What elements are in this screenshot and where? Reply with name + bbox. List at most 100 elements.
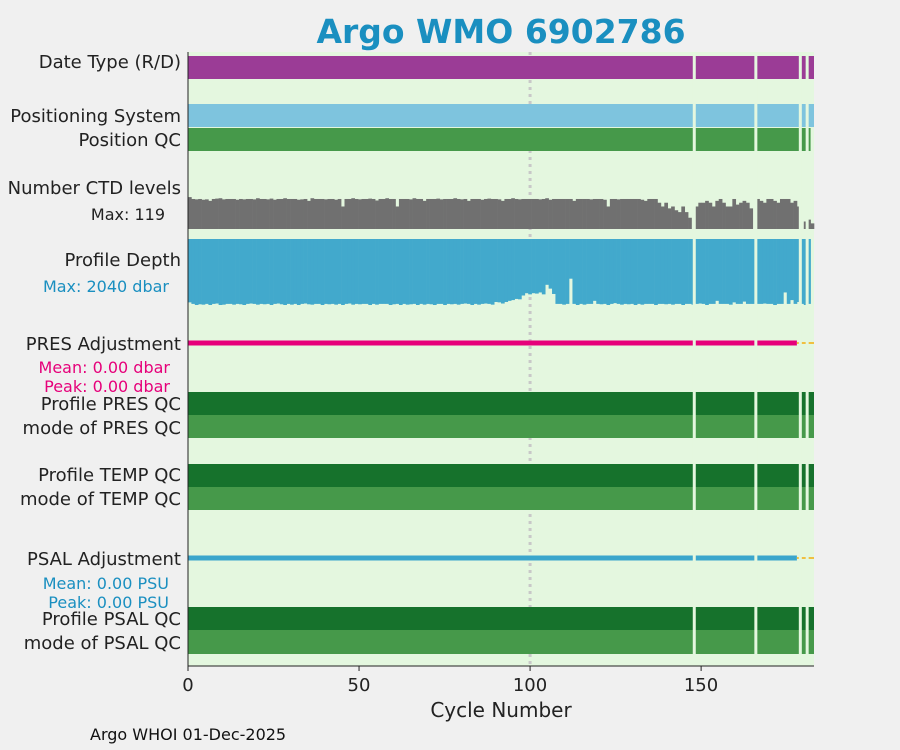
profile-depth-bar: [426, 239, 430, 304]
profile-depth-bar: [375, 239, 379, 305]
ctd-level-bar: [252, 199, 257, 229]
pres-peak-note: Peak: 0.00 dbar: [44, 377, 170, 396]
profile-depth-bar: [269, 239, 274, 305]
profile-depth-bar: [446, 239, 451, 304]
ctd-level-bar: [807, 219, 811, 229]
ctd-level-bar: [388, 198, 393, 229]
profile-depth-bar: [310, 239, 315, 305]
profile-depth-bar: [398, 239, 403, 305]
ctd-level-bar: [616, 199, 621, 229]
profile-depth-bar: [449, 239, 454, 305]
ctd-level-bar: [715, 200, 720, 229]
ctd-level-bar: [392, 198, 396, 229]
profile-depth-bar: [677, 239, 682, 304]
ctd-level-bar: [572, 200, 577, 229]
x-tick-label-100: 100: [512, 675, 548, 696]
ctd-level-bar: [269, 198, 274, 229]
ctd-level-bar: [290, 198, 294, 229]
row-label-date-type: Date Type (R/D): [38, 52, 181, 73]
ctd-level-bar: [341, 206, 345, 229]
x-axis-label: Cycle Number: [430, 698, 572, 722]
ctd-level-bar: [279, 198, 284, 229]
ctd-level-bar: [385, 198, 390, 229]
ctd-level-bar: [201, 199, 206, 229]
ctd-level-bar: [582, 198, 587, 229]
profile-depth-bar: [616, 239, 621, 304]
ctd-level-bar: [205, 199, 209, 229]
ctd-level-bar: [422, 200, 427, 229]
profile-depth-bar: [582, 239, 587, 305]
ctd-level-bar: [375, 200, 379, 229]
profile-depth-bar: [354, 239, 359, 304]
row-label-ctd-levels: Number CTD levels: [7, 178, 181, 199]
ctd-level-bar: [722, 202, 726, 229]
profile-depth-bar: [300, 239, 304, 304]
band-mode-of-temp-qc: [188, 487, 814, 510]
ctd-level-bar: [497, 199, 502, 229]
profile-depth-bar: [708, 239, 713, 304]
profile-depth-bar: [654, 239, 658, 305]
profile-depth-bar: [466, 239, 471, 304]
ctd-level-bar: [742, 200, 747, 229]
ctd-level-bar: [460, 199, 464, 229]
profile-depth-bar: [698, 239, 703, 304]
ctd-level-bar: [708, 202, 713, 229]
ctd-level-bar: [324, 199, 328, 229]
ctd-level-bar: [630, 198, 634, 229]
profile-depth-bar: [330, 239, 335, 304]
ctd-level-bar: [262, 198, 267, 229]
ctd-level-bar: [303, 198, 308, 229]
ctd-level-bar: [443, 198, 447, 229]
ctd-level-bar: [218, 198, 223, 229]
ctd-level-bar: [354, 198, 359, 229]
ctd-level-bar: [698, 202, 703, 229]
profile-depth-bar: [711, 239, 716, 304]
ctd-level-bar: [266, 199, 270, 229]
psal-mean-note: Mean: 0.00 PSU: [42, 574, 169, 593]
profile-depth-bar: [762, 239, 767, 304]
profile-depth-bar: [208, 239, 213, 305]
profile-depth-bar: [592, 239, 597, 301]
ctd-level-bar: [398, 198, 403, 229]
profile-depth-bar: [524, 239, 529, 294]
ctd-level-bar: [409, 199, 413, 229]
profile-depth-bar: [463, 239, 468, 304]
ctd-level-bar: [749, 208, 754, 229]
ctd-level-bar: [626, 198, 631, 229]
ctd-level-bar: [776, 202, 781, 229]
band-date-type-r-d-: [188, 56, 814, 79]
band-position-qc: [188, 128, 811, 151]
profile-depth-bar: [473, 239, 478, 304]
row-label-profile-psal-qc: Profile PSAL QC: [41, 609, 181, 630]
x-tick-label-150: 150: [683, 675, 719, 696]
row-label-pres-adjustment: PRES Adjustment: [25, 334, 181, 355]
profile-depth-bar: [790, 239, 794, 301]
ctd-level-bar: [620, 198, 624, 229]
profile-depth-bar: [596, 239, 600, 304]
profile-depth-bar: [800, 239, 805, 304]
profile-depth-bar: [347, 239, 352, 304]
band-mode-of-pres-qc: [188, 415, 814, 438]
ctd-level-bar: [327, 198, 332, 229]
ctd-level-bar: [494, 198, 498, 229]
row-label-mode-temp-qc: mode of TEMP QC: [19, 489, 181, 510]
profile-depth-bar: [718, 239, 723, 304]
ctd-level-bar: [419, 198, 424, 229]
ctd-level-bar: [351, 198, 356, 229]
band-positioning-system: [188, 104, 814, 127]
profile-depth-bar: [633, 239, 638, 305]
ctd-level-bar: [225, 198, 230, 229]
profile-depth-bar: [637, 239, 641, 304]
ctd-level-bar: [521, 198, 526, 229]
ctd-level-bar: [633, 198, 638, 229]
profile-depth-bar: [388, 239, 393, 305]
profile-depth-bar: [606, 239, 611, 305]
ctd-level-bar: [637, 198, 641, 229]
ctd-level-bar: [259, 198, 264, 229]
ctd-level-bar: [558, 198, 563, 229]
ctd-level-bar: [222, 199, 226, 229]
ctd-level-bar: [640, 199, 645, 229]
ctd-level-bar: [395, 206, 400, 229]
ctd-level-bar: [378, 198, 383, 229]
ctd-level-bar: [667, 208, 672, 229]
